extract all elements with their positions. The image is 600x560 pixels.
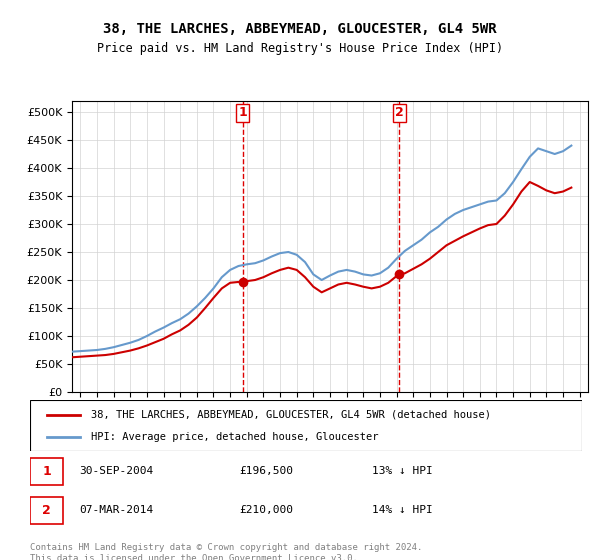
Text: 13% ↓ HPI: 13% ↓ HPI	[372, 466, 433, 476]
Text: £210,000: £210,000	[240, 506, 294, 515]
Text: 07-MAR-2014: 07-MAR-2014	[80, 506, 154, 515]
Text: 14% ↓ HPI: 14% ↓ HPI	[372, 506, 433, 515]
FancyBboxPatch shape	[30, 497, 63, 524]
Text: Contains HM Land Registry data © Crown copyright and database right 2024.
This d: Contains HM Land Registry data © Crown c…	[30, 543, 422, 560]
Text: 38, THE LARCHES, ABBEYMEAD, GLOUCESTER, GL4 5WR: 38, THE LARCHES, ABBEYMEAD, GLOUCESTER, …	[103, 22, 497, 36]
Text: HPI: Average price, detached house, Gloucester: HPI: Average price, detached house, Glou…	[91, 432, 378, 442]
Text: 30-SEP-2004: 30-SEP-2004	[80, 466, 154, 476]
Text: Price paid vs. HM Land Registry's House Price Index (HPI): Price paid vs. HM Land Registry's House …	[97, 42, 503, 55]
Text: 38, THE LARCHES, ABBEYMEAD, GLOUCESTER, GL4 5WR (detached house): 38, THE LARCHES, ABBEYMEAD, GLOUCESTER, …	[91, 409, 491, 419]
FancyBboxPatch shape	[30, 458, 63, 485]
Text: 1: 1	[238, 106, 247, 119]
Text: 2: 2	[395, 106, 404, 119]
Text: £196,500: £196,500	[240, 466, 294, 476]
Text: 2: 2	[42, 504, 51, 517]
FancyBboxPatch shape	[30, 400, 582, 451]
Text: 1: 1	[42, 465, 51, 478]
